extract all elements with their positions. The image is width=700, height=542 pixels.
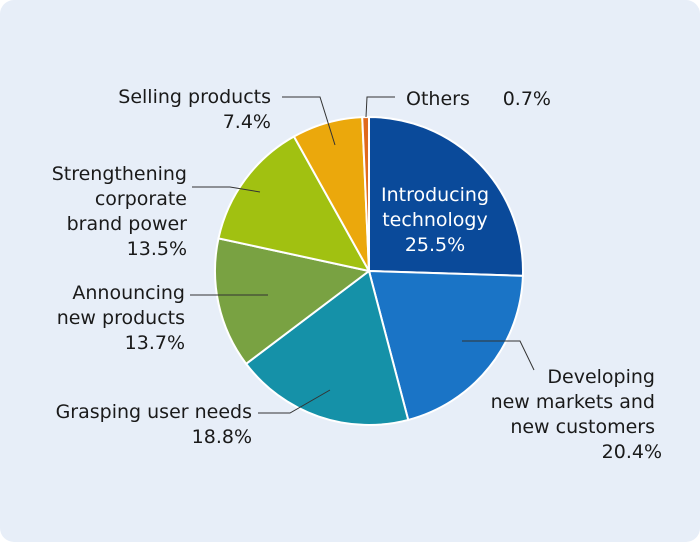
value-selling: 7.4% (223, 111, 271, 133)
leader-line-grasping (258, 389, 331, 414)
value-developing: 20.4% (602, 441, 662, 463)
slice-label-selling: Selling products 7.4% (118, 86, 271, 133)
pie-slice-announcing (214, 237, 372, 366)
leader-line-selling (282, 96, 336, 146)
leader-line-strengthening (192, 186, 261, 193)
pie-slice-developing (367, 269, 524, 422)
slice-label-grasping: Grasping user needs 18.8% (56, 401, 252, 448)
label-strengthening-line3: brand power (67, 213, 188, 235)
label-developing-line1: Developing (547, 366, 655, 388)
leader-line-developing (462, 340, 535, 371)
pie-slice-strengthening (217, 135, 371, 273)
leader-lines (190, 96, 535, 414)
label-introducing-line1: Introducing (381, 184, 489, 206)
label-announcing-line2: new products (57, 307, 185, 329)
slice-label-strengthening: Strengthening corporate brand power 13.5… (52, 163, 187, 260)
value-announcing: 13.7% (125, 332, 185, 354)
value-strengthening: 13.5% (127, 238, 187, 260)
label-selling-line1: Selling products (118, 86, 271, 108)
slice-label-developing: Developing new markets and new customers… (491, 366, 662, 463)
value-others: 0.7% (503, 88, 551, 110)
pie-slice-grasping (244, 269, 410, 426)
label-announcing-line1: Announcing (72, 282, 185, 304)
pie-slice-others (361, 115, 370, 272)
label-strengthening-line2: corporate (95, 188, 187, 210)
pie-slice-introducing (368, 115, 524, 277)
leader-line-others (365, 96, 395, 118)
value-introducing: 25.5% (405, 234, 465, 256)
slice-label-announcing: Announcing new products 13.7% (57, 282, 185, 354)
value-grasping: 18.8% (192, 426, 252, 448)
label-others-line1: Others (406, 88, 470, 110)
label-strengthening-line1: Strengthening (52, 163, 187, 185)
label-developing-line3: new customers (510, 416, 655, 438)
slice-label-introducing: Introducing technology 25.5% (381, 184, 489, 256)
label-grasping-line1: Grasping user needs (56, 401, 252, 423)
slice-label-others: Others 0.7% (406, 88, 551, 110)
label-introducing-line2: technology (382, 209, 488, 231)
label-developing-line2: new markets and (491, 391, 655, 413)
pie-slices (214, 115, 524, 426)
